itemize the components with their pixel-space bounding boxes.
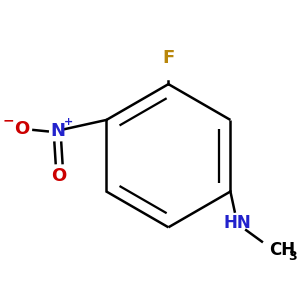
Text: HN: HN — [224, 214, 251, 232]
Text: +: + — [64, 117, 73, 127]
Text: N: N — [50, 122, 65, 140]
Text: 3: 3 — [288, 250, 296, 263]
Text: F: F — [162, 50, 175, 68]
Text: −: − — [2, 114, 14, 128]
Text: O: O — [14, 120, 30, 138]
Text: O: O — [52, 167, 67, 185]
Text: CH: CH — [269, 241, 295, 259]
